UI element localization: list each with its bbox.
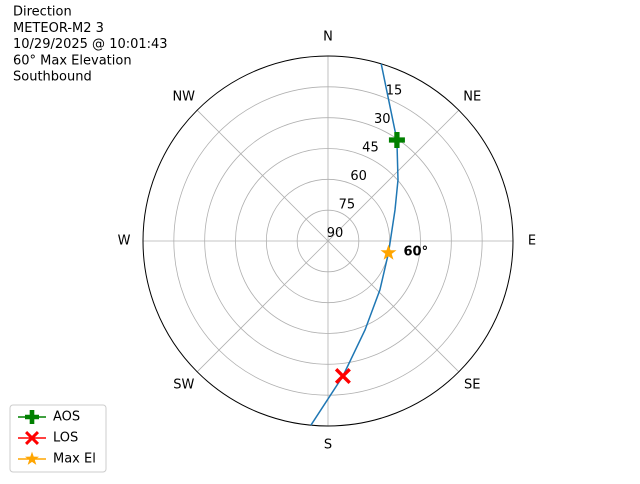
direction-label: E — [528, 234, 536, 249]
annotation: 60° — [404, 244, 429, 259]
legend-label: LOS — [53, 431, 78, 446]
grid-ring — [235, 148, 421, 334]
legend-marker — [25, 451, 39, 465]
legend-label: Max El — [53, 452, 96, 467]
r-tick-label: 60 — [350, 169, 367, 184]
direction-label: NE — [463, 89, 481, 104]
direction-label: SE — [464, 378, 480, 393]
marker — [334, 368, 351, 385]
grid-ring — [204, 117, 452, 365]
grid-ring — [296, 209, 360, 273]
r-tick-label: 75 — [339, 198, 356, 213]
legend-label: AOS — [53, 410, 80, 425]
marker — [380, 244, 397, 260]
marker — [388, 131, 405, 148]
r-tick-label: 90 — [327, 226, 344, 241]
grid-ring — [173, 86, 483, 396]
direction-label: W — [118, 234, 131, 249]
title-line: Direction — [13, 5, 72, 20]
r-tick-label: 45 — [362, 141, 379, 156]
direction-label: S — [324, 438, 332, 453]
title-line: 10/29/2025 @ 10:01:43 — [13, 37, 168, 52]
direction-label: SW — [173, 378, 194, 393]
direction-label: NW — [172, 89, 195, 104]
outer-ring — [142, 55, 514, 427]
legend-marker — [25, 431, 39, 445]
title-line: Southbound — [13, 70, 92, 85]
r-tick-label: 15 — [386, 84, 403, 99]
r-tick-label: 30 — [374, 112, 391, 127]
title-line: 60° Max Elevation — [13, 53, 132, 68]
legend-marker — [25, 410, 39, 424]
title-line: METEOR-M2 3 — [13, 21, 104, 36]
direction-label: N — [323, 30, 333, 45]
